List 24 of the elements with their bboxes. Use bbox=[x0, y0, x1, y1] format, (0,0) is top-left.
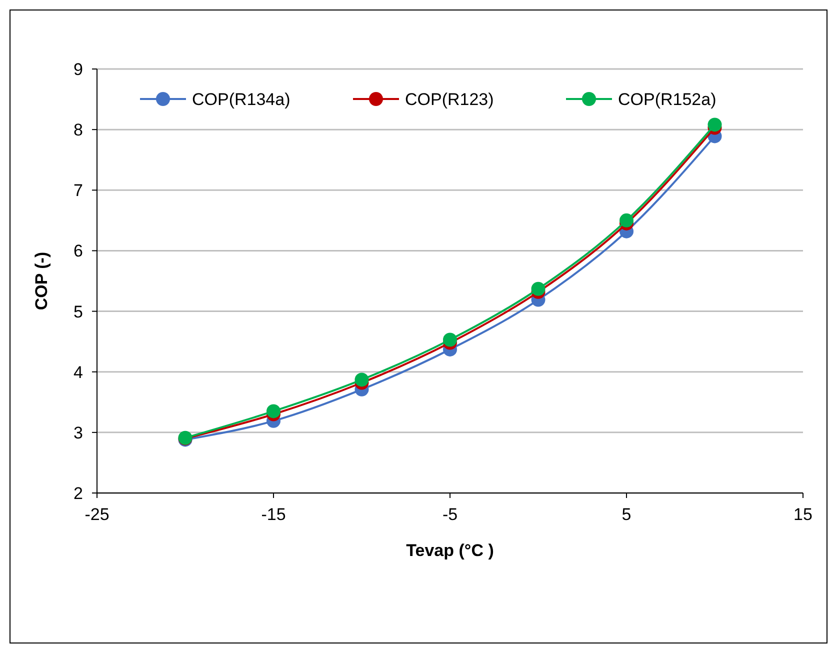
y-tick-label: 8 bbox=[74, 120, 83, 140]
y-tick-label: 4 bbox=[74, 362, 83, 382]
y-tick-label: 7 bbox=[74, 181, 83, 200]
legend-label: COP(R134a) bbox=[192, 90, 290, 109]
point bbox=[443, 332, 457, 347]
point bbox=[354, 372, 369, 387]
x-tick-label: -25 bbox=[84, 505, 110, 524]
point bbox=[620, 213, 634, 228]
point bbox=[708, 118, 722, 132]
y-tick-label: 3 bbox=[74, 423, 83, 442]
legend-label: COP(R152a) bbox=[618, 90, 716, 109]
legend-label: COP(R123) bbox=[405, 90, 494, 109]
point bbox=[531, 282, 546, 296]
x-tick-label: 15 bbox=[794, 505, 812, 524]
x-axis-title: Tevap (°C ) bbox=[406, 541, 494, 560]
x-tick-label: -15 bbox=[261, 505, 286, 524]
x-tick-label: -5 bbox=[442, 505, 458, 524]
y-tick-label: 6 bbox=[74, 242, 83, 261]
y-tick-label: 5 bbox=[74, 302, 83, 322]
y-tick-label: 9 bbox=[74, 60, 83, 79]
x-tick-label: 5 bbox=[622, 505, 632, 524]
point bbox=[266, 404, 280, 418]
y-axis-title: COP (-) bbox=[32, 252, 51, 310]
y-tick-label: 2 bbox=[74, 484, 83, 503]
